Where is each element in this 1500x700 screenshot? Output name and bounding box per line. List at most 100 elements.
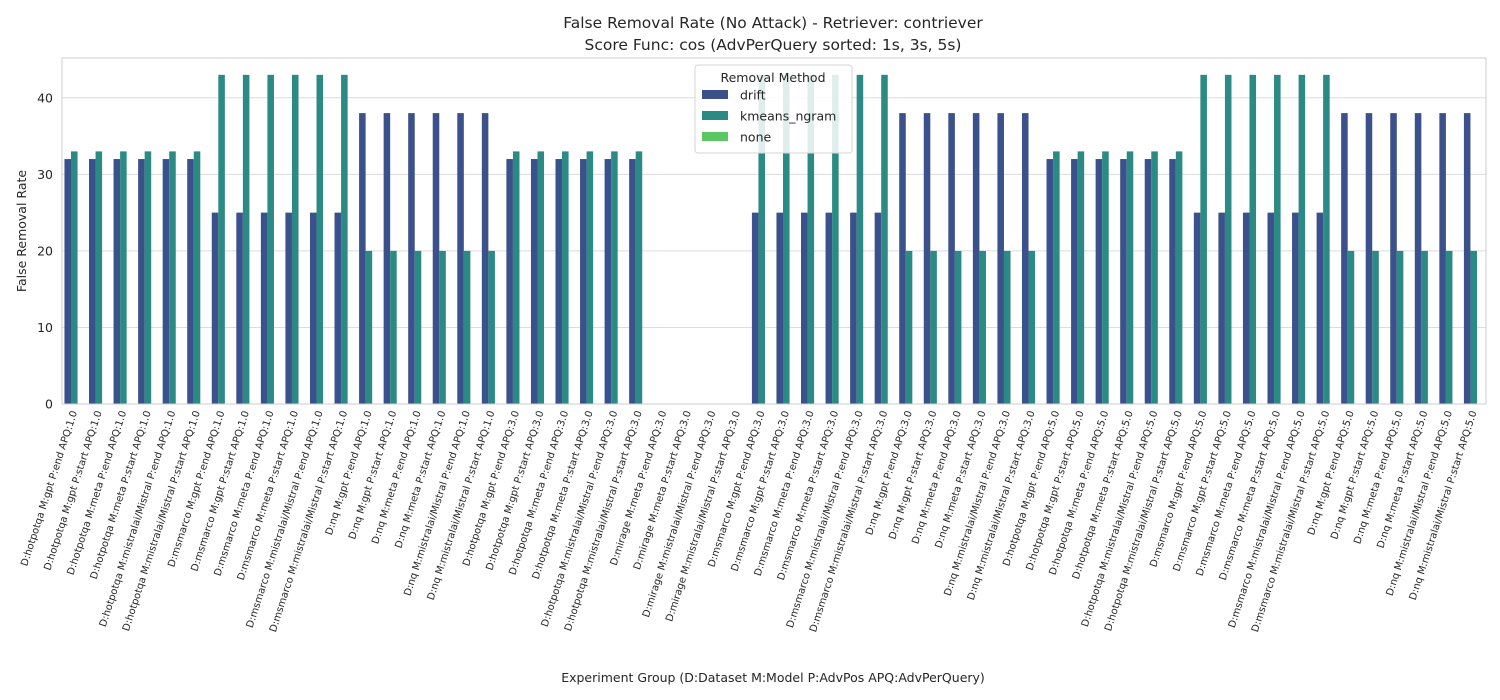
bar-kmeans_ngram [930, 250, 937, 404]
bar-kmeans_ngram [1396, 250, 1404, 404]
bar-kmeans_ngram [365, 250, 373, 404]
bar-drift [138, 159, 145, 404]
bar-drift [359, 113, 366, 404]
bar-drift [1267, 212, 1275, 404]
bar-drift [285, 212, 292, 404]
bar-kmeans_ngram [439, 250, 446, 404]
bar-drift [236, 212, 243, 404]
bar-drift [874, 212, 882, 404]
bar-kmeans_ngram [267, 74, 274, 405]
bar-kmeans_ngram [169, 151, 176, 404]
bar-kmeans_ngram [193, 151, 201, 404]
bar-drift [383, 113, 391, 404]
legend-box [694, 64, 853, 154]
bar-drift [187, 159, 194, 404]
bar-kmeans_ngram [512, 151, 520, 404]
bar-drift [1144, 159, 1152, 404]
bar-kmeans_ngram [1421, 250, 1428, 404]
bar-kmeans_ngram [463, 250, 471, 404]
bar-drift [506, 159, 513, 404]
legend-label-kmeans_ngram: kmeans_ngram [740, 109, 836, 124]
bar-kmeans_ngram [71, 151, 78, 404]
legend-swatch-none [702, 132, 728, 141]
bar-kmeans_ngram [1126, 151, 1134, 404]
bar-kmeans_ngram [1028, 250, 1036, 404]
bar-kmeans_ngram [1053, 151, 1060, 404]
bar-kmeans_ngram [1323, 74, 1330, 405]
bar-drift [113, 159, 121, 404]
bar-drift [923, 113, 931, 404]
bar-kmeans_ngram [1077, 151, 1085, 404]
bar-kmeans_ngram [979, 250, 986, 404]
bar-kmeans_ngram [1175, 151, 1183, 404]
bar-kmeans_ngram [1200, 74, 1207, 405]
bar-kmeans_ngram [242, 74, 250, 405]
bar-kmeans_ngram [1151, 151, 1158, 404]
bar-kmeans_ngram [954, 250, 962, 404]
bar-drift [850, 212, 857, 404]
bar-kmeans_ngram [1470, 250, 1477, 404]
bar-drift [899, 113, 906, 404]
y-tick-label: 30 [37, 167, 53, 182]
bar-drift [948, 113, 955, 404]
bar-kmeans_ngram [635, 151, 643, 404]
x-tick-labels: D:hotpotqa M:gpt P:end APQ:1.0D:hotpotqa… [19, 410, 1479, 634]
bar-kmeans_ngram [881, 74, 888, 405]
bar-drift [1071, 159, 1078, 404]
bar-drift [1390, 113, 1397, 404]
bar-drift [1439, 113, 1446, 404]
bar-kmeans_ngram [832, 74, 839, 405]
bar-drift [604, 159, 612, 404]
bar-drift [580, 159, 587, 404]
bar-kmeans_ngram [414, 250, 422, 404]
bar-kmeans_ngram [856, 74, 864, 405]
bar-kmeans_ngram [1445, 250, 1453, 404]
bar-drift [997, 113, 1004, 404]
bar-drift [751, 212, 759, 404]
bar-kmeans_ngram [758, 74, 765, 405]
bar-drift [408, 113, 415, 404]
bar-drift [1341, 113, 1348, 404]
bar-kmeans_ngram [1274, 74, 1281, 405]
bar-kmeans_ngram [144, 151, 152, 404]
bar-drift [776, 212, 784, 404]
y-tick-labels: 0 10 20 30 40 [37, 90, 53, 411]
y-tick-label: 20 [37, 243, 53, 258]
y-axis-label: False Removal Rate [14, 170, 29, 292]
bar-drift [530, 159, 538, 404]
bar-drift [309, 212, 317, 404]
legend-title: Removal Method [720, 70, 825, 85]
bar-drift [629, 159, 636, 404]
bar-kmeans_ngram [390, 250, 397, 404]
bar-kmeans_ngram [611, 151, 618, 404]
y-tick-label: 0 [45, 397, 53, 412]
bar-drift [972, 113, 980, 404]
y-tick-label: 10 [37, 320, 53, 335]
bar-kmeans_ngram [537, 151, 545, 404]
bar-drift [555, 159, 563, 404]
bar-kmeans_ngram [783, 74, 790, 405]
bar-kmeans_ngram [341, 74, 348, 405]
bar-drift [1046, 159, 1054, 404]
bar-kmeans_ngram [95, 151, 103, 404]
bar-kmeans_ngram [488, 250, 495, 404]
legend-swatch-drift [702, 90, 728, 99]
legend-label-drift: drift [740, 88, 766, 103]
bar-kmeans_ngram [1298, 74, 1306, 405]
y-tick-label: 40 [37, 90, 53, 105]
bar-drift [1169, 159, 1176, 404]
bar-drift [1193, 212, 1201, 404]
bar-drift [1292, 212, 1299, 404]
bar-drift [1242, 212, 1250, 404]
bar-kmeans_ngram [1102, 151, 1109, 404]
bar-drift [211, 212, 219, 404]
bar-kmeans_ngram [316, 74, 324, 405]
bar-drift [64, 159, 72, 404]
legend-swatch-kmeans_ngram [702, 111, 728, 120]
chart-title: False Removal Rate (No Attack) - Retriev… [563, 14, 983, 32]
bar-drift [825, 212, 833, 404]
bar-kmeans_ngram [291, 74, 299, 405]
bar-drift [1218, 212, 1225, 404]
bar-kmeans_ngram [1224, 74, 1232, 405]
